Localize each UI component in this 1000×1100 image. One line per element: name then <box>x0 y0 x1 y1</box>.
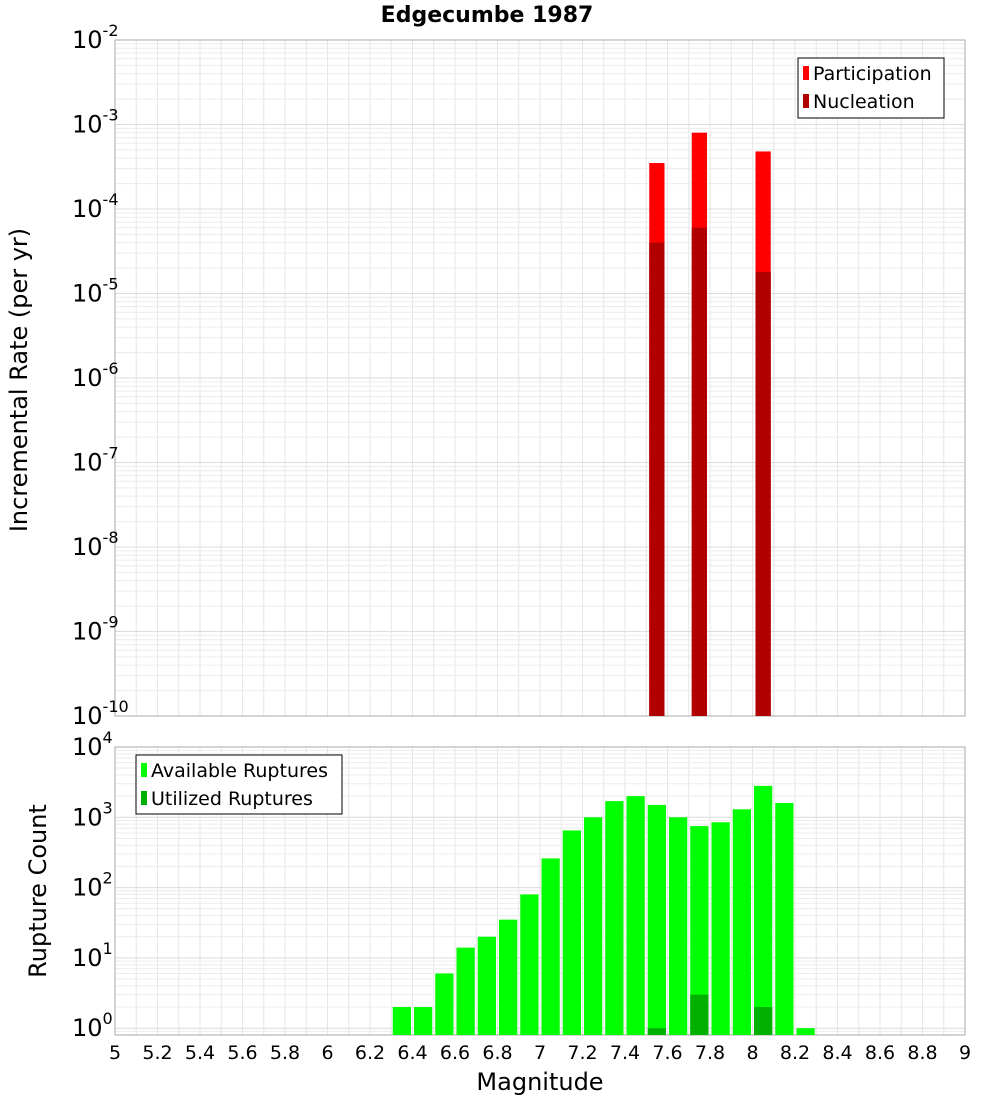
y-tick-label: 10-5 <box>72 275 119 308</box>
bar-available-ruptures <box>499 919 518 1035</box>
bar-utilized-ruptures <box>690 994 709 1035</box>
y-tick-label: 10-9 <box>72 613 119 646</box>
top-y-axis-label: Incremental Rate (per yr) <box>5 228 33 532</box>
bar-available-ruptures <box>796 1028 815 1035</box>
bar-available-ruptures <box>605 801 624 1035</box>
x-tick-label: 8.8 <box>907 1042 937 1064</box>
x-tick-label: 6.8 <box>482 1042 512 1064</box>
legend-swatch-utilized-ruptures <box>141 791 147 805</box>
y-tick-label: 101 <box>72 939 113 972</box>
bar-available-ruptures <box>584 817 603 1035</box>
x-tick-label: 5 <box>109 1042 121 1064</box>
legend-swatch-available-ruptures <box>141 763 147 777</box>
top-legend: Participation Nucleation <box>797 57 945 119</box>
y-tick-label: 103 <box>72 798 113 831</box>
bar-available-ruptures <box>647 804 666 1035</box>
x-axis-label: Magnitude <box>476 1068 603 1096</box>
bar-available-ruptures <box>562 830 581 1035</box>
x-tick-label: 6 <box>321 1042 333 1064</box>
bar-nucleation <box>755 271 771 716</box>
bar-available-ruptures <box>477 936 496 1035</box>
y-tick-label: 10-10 <box>72 697 129 730</box>
bottom-y-axis-ticks: 100 101 102 103 104 <box>72 728 113 1042</box>
top-plot-frame <box>114 39 966 717</box>
legend-swatch-nucleation <box>803 94 809 108</box>
bar-nucleation <box>649 242 665 717</box>
x-tick-label: 9 <box>959 1042 971 1064</box>
bar-available-ruptures <box>435 973 454 1035</box>
bar-available-ruptures <box>732 809 751 1035</box>
bar-utilized-ruptures <box>647 1028 666 1035</box>
bottom-plot-bars <box>392 785 815 1035</box>
legend-label-utilized-ruptures: Utilized Ruptures <box>151 788 313 810</box>
bottom-legend-box <box>135 754 343 815</box>
bar-available-ruptures <box>711 822 730 1035</box>
bar-available-ruptures <box>754 785 773 1035</box>
y-tick-label: 10-3 <box>72 106 119 139</box>
x-tick-label: 7.8 <box>695 1042 725 1064</box>
y-tick-label: 104 <box>72 728 113 761</box>
x-tick-label: 5.6 <box>227 1042 257 1064</box>
bar-available-ruptures <box>541 858 560 1035</box>
y-tick-label: 10-8 <box>72 528 119 561</box>
x-tick-label: 8.2 <box>780 1042 810 1064</box>
x-tick-label: 6.6 <box>440 1042 470 1064</box>
bar-nucleation <box>691 227 707 716</box>
y-tick-label: 100 <box>72 1009 113 1042</box>
y-tick-label: 10-2 <box>72 21 119 54</box>
x-axis-ticks: 5 5.2 5.4 5.6 5.8 6 6.2 6.4 6.6 6.8 7 7.2 7.4 7.6 7.8 8… <box>109 1042 971 1064</box>
top-y-axis-ticks: 10-10 10-9 10-8 10-7 10-6 10-5 10-4 10-3 10-2 <box>72 21 129 730</box>
legend-label-nucleation: Nucleation <box>813 91 915 113</box>
bar-available-ruptures <box>626 796 645 1035</box>
y-tick-label: 10-7 <box>72 444 119 477</box>
x-tick-label: 8.4 <box>822 1042 852 1064</box>
y-tick-label: 102 <box>72 869 113 902</box>
bottom-legend: Available Ruptures Utilized Ruptures <box>135 754 343 815</box>
x-tick-label: 5.2 <box>142 1042 172 1064</box>
x-tick-label: 5.4 <box>185 1042 215 1064</box>
x-tick-label: 8.6 <box>865 1042 895 1064</box>
y-tick-label: 10-6 <box>72 359 119 392</box>
bar-available-ruptures <box>690 826 709 1035</box>
top-legend-box <box>797 57 945 119</box>
x-tick-label: 7 <box>534 1042 546 1064</box>
y-tick-label: 10-4 <box>72 190 119 223</box>
bar-utilized-ruptures <box>754 1007 773 1035</box>
bar-available-ruptures <box>669 817 688 1035</box>
x-tick-label: 8 <box>746 1042 758 1064</box>
bottom-plot-frame <box>114 746 966 1036</box>
x-tick-label: 6.2 <box>355 1042 385 1064</box>
x-tick-label: 7.4 <box>610 1042 640 1064</box>
bottom-y-axis-label: Rupture Count <box>24 804 52 978</box>
bar-available-ruptures <box>414 1007 433 1035</box>
top-plot-bars <box>649 132 771 717</box>
legend-label-participation: Participation <box>813 63 932 85</box>
chart-title: Edgecumbe 1987 <box>381 3 594 28</box>
top-plot-grid <box>114 39 966 717</box>
bar-available-ruptures <box>520 894 539 1035</box>
bar-available-ruptures <box>775 802 794 1035</box>
x-tick-label: 7.2 <box>567 1042 597 1064</box>
bar-available-ruptures <box>392 1007 411 1035</box>
legend-label-available-ruptures: Available Ruptures <box>151 760 328 782</box>
x-tick-label: 7.6 <box>652 1042 682 1064</box>
legend-swatch-participation <box>803 66 809 80</box>
x-tick-label: 6.4 <box>397 1042 427 1064</box>
x-tick-label: 5.8 <box>270 1042 300 1064</box>
bar-available-ruptures <box>456 947 475 1035</box>
